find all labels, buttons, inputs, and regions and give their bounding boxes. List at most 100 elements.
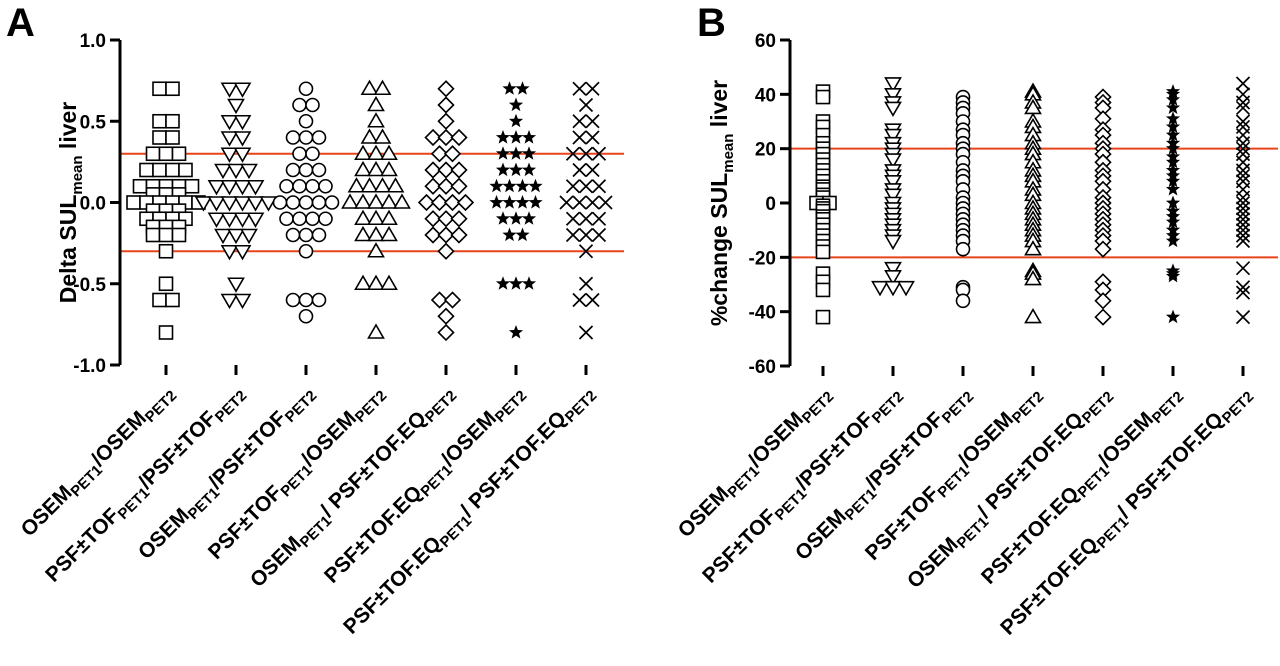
data-point [233,293,252,310]
data-point [240,228,258,245]
data-point [227,98,245,115]
series-5 [1094,88,1112,326]
data-point [578,244,594,259]
data-point [152,162,167,178]
data-point [354,160,372,177]
data-point [285,227,301,243]
data-point [437,80,455,98]
data-point [815,282,831,298]
data-point [227,228,245,245]
data-point [437,210,455,228]
data-point [194,196,213,212]
data-point [367,225,385,242]
data-point [1165,309,1181,324]
data-point [437,128,455,147]
data-point [508,97,524,112]
data-point [354,274,372,291]
data-point [495,130,511,144]
data-point [489,178,504,193]
data-point [165,113,180,129]
series-2 [194,82,278,310]
data-point [955,241,971,257]
series-5 [417,80,475,342]
data-point [450,210,468,228]
data-point [1165,100,1181,114]
data-point [298,308,314,324]
data-point [437,242,455,260]
data-point [884,101,902,118]
data-point [578,211,594,226]
data-point [1165,92,1181,106]
data-point [585,195,600,210]
y-tick-label: 20 [755,140,776,161]
data-point [585,114,600,129]
data-point [578,276,594,291]
data-point [1165,111,1181,125]
series-4 [1024,82,1042,324]
data-point [585,81,600,96]
data-point [515,81,530,95]
data-point [373,177,392,193]
data-point [1235,261,1251,276]
data-point [1235,100,1251,116]
y-axis-title: %change SULmean liver [706,80,737,326]
data-point [508,130,524,144]
y-tick-label: 40 [755,85,776,106]
data-point [884,270,902,286]
data-point [393,193,411,209]
data-point [1165,266,1181,280]
data-point [233,244,252,261]
data-point [292,178,307,194]
data-point [341,193,359,209]
data-point [1235,141,1251,156]
data-point [171,146,187,162]
data-point [815,89,831,105]
data-point [578,227,594,243]
data-point [311,195,327,210]
data-point [884,128,902,145]
data-point [1165,154,1181,169]
data-point [1165,195,1181,210]
data-point [285,195,301,210]
data-point [1024,240,1042,256]
data-point [443,193,462,212]
data-point [815,309,831,325]
data-point [1165,173,1181,188]
data-point [1235,201,1251,216]
data-point [165,162,180,178]
data-point [220,114,239,131]
data-point [152,292,167,308]
data-point [508,325,524,339]
data-point [884,153,902,169]
data-point [521,162,537,177]
data-point [572,114,587,129]
data-point [373,79,392,96]
panel-letter: B [697,1,726,45]
data-point [184,178,200,194]
data-point [233,147,252,163]
data-point [450,128,468,147]
data-point [1235,280,1251,295]
data-point [884,280,902,297]
x-category-label: PSF±TOF.EQPET1/ PSF±TOF.EQPET2 [996,381,1257,642]
data-point [578,97,594,113]
data-point [1235,76,1251,91]
data-point [1235,223,1251,238]
y-tick-label: 0.0 [80,194,106,215]
data-point [591,179,607,194]
data-point [489,195,504,209]
data-point [233,131,252,147]
data-point [437,323,455,342]
data-point [233,82,252,98]
data-point [456,193,475,212]
data-point [298,113,314,129]
data-point [1165,233,1181,248]
data-point [132,178,148,194]
y-tick-label: 0.5 [80,112,107,133]
data-point [165,81,180,97]
data-point [515,178,530,193]
data-point [450,161,468,179]
data-point [559,195,574,210]
data-point [508,211,524,225]
